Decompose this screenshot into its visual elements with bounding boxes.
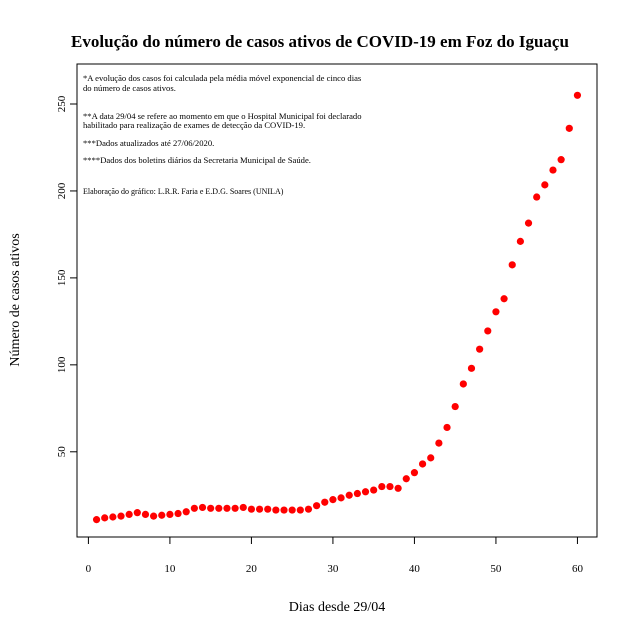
point: [215, 504, 223, 512]
point: [101, 514, 109, 522]
point: [109, 513, 117, 521]
point: [345, 491, 353, 499]
point: [231, 504, 239, 512]
point: [418, 460, 427, 468]
point: [166, 510, 174, 518]
point: [541, 181, 549, 189]
point: [565, 124, 573, 132]
point: [239, 503, 247, 512]
point: [361, 488, 370, 496]
point: [247, 505, 256, 513]
y-tick-label: 150: [56, 269, 68, 286]
point: [304, 505, 313, 513]
point: [500, 295, 508, 303]
y-tick-label: 50: [56, 446, 68, 458]
x-tick-label: 50: [490, 563, 502, 575]
point: [280, 506, 288, 514]
point: [402, 475, 410, 483]
y-tick-label: 250: [56, 95, 68, 112]
point: [321, 498, 329, 506]
point: [524, 219, 533, 227]
point: [573, 91, 582, 99]
point: [337, 494, 345, 502]
annotation: ***Dados atualizados até 27/06/2020.: [83, 138, 214, 148]
chart-title: Evolução do número de casos ativos de CO…: [71, 32, 569, 51]
point: [435, 439, 443, 447]
point: [272, 506, 280, 514]
point: [158, 511, 166, 519]
annotation: habilitado para realização de exames de …: [83, 120, 305, 130]
point: [467, 364, 476, 372]
point: [508, 261, 516, 269]
point: [223, 504, 231, 512]
point: [182, 508, 190, 516]
point: [264, 505, 272, 513]
point: [174, 509, 182, 518]
point: [207, 504, 215, 512]
credit: Elaboração do gráfico: L.R.R. Faria e E.…: [83, 187, 284, 196]
point: [141, 510, 150, 518]
y-tick-label: 100: [56, 356, 68, 373]
point: [117, 512, 125, 520]
x-tick-label: 40: [409, 563, 421, 575]
annotation: *A evolução dos casos foi calculada pela…: [83, 73, 362, 83]
point: [255, 505, 264, 513]
point: [516, 237, 524, 245]
point: [150, 512, 158, 520]
point: [190, 504, 198, 512]
plot-frame: [76, 63, 598, 538]
point: [427, 454, 435, 462]
x-tick-label: 60: [572, 563, 584, 575]
point: [549, 166, 557, 174]
annotation: ****Dados dos boletins diários da Secret…: [83, 155, 311, 165]
point: [443, 423, 451, 432]
point: [296, 506, 304, 514]
point: [353, 489, 361, 498]
annotation: do número de casos ativos.: [83, 83, 176, 93]
point: [451, 402, 459, 411]
point: [459, 380, 467, 388]
point: [557, 156, 565, 164]
point: [288, 506, 296, 514]
point: [410, 469, 419, 477]
point: [484, 327, 492, 335]
point: [133, 509, 141, 517]
annotation: **A data 29/04 se refere ao momento em q…: [83, 111, 362, 121]
point: [394, 484, 402, 492]
point: [476, 345, 484, 353]
point: [329, 496, 337, 504]
point: [386, 482, 394, 491]
point: [198, 503, 207, 512]
x-tick-label: 30: [327, 563, 339, 575]
point: [125, 510, 133, 518]
point: [378, 482, 386, 491]
y-axis-label: Número de casos ativos: [8, 233, 23, 366]
x-tick-label: 10: [164, 563, 176, 575]
x-tick-label: 20: [246, 563, 258, 575]
point: [92, 516, 101, 524]
point: [492, 308, 500, 316]
x-tick-label: 0: [86, 563, 92, 575]
point: [370, 486, 378, 494]
y-tick-label: 200: [56, 182, 68, 199]
x-axis-label: Dias desde 29/04: [289, 600, 385, 615]
point: [533, 193, 541, 201]
point: [313, 502, 321, 510]
